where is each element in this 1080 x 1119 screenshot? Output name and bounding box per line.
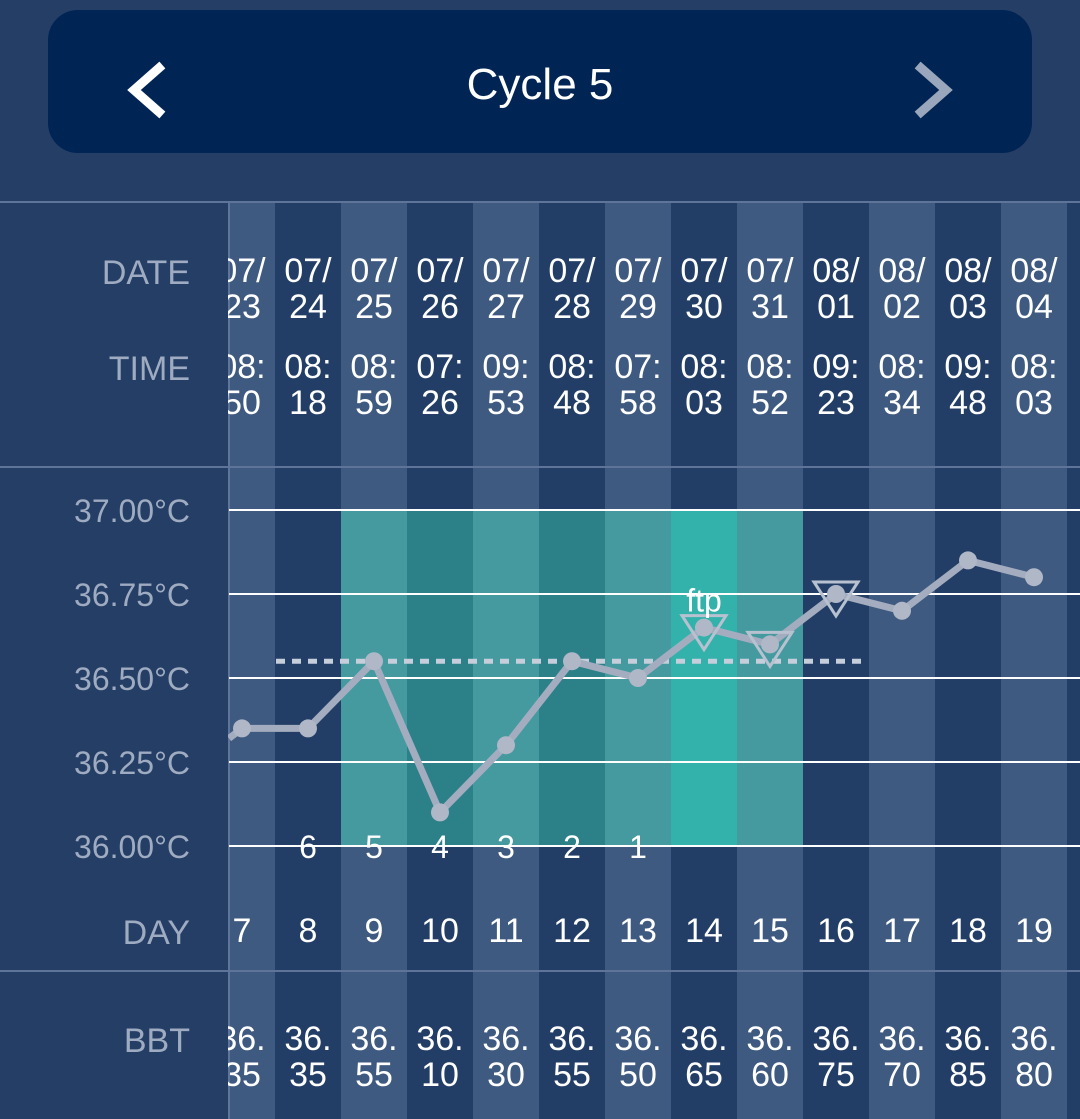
- data-point: [695, 618, 713, 637]
- marker-triangle: [679, 614, 729, 653]
- date-row-label: DATE: [101, 254, 190, 292]
- day-row-label: DAY: [122, 914, 190, 952]
- divider-top: [0, 201, 1080, 203]
- y-tick-label: 36.75°C: [74, 577, 190, 613]
- column-stripe: [1067, 203, 1080, 1119]
- countdown-label: 3: [497, 829, 515, 865]
- countdown-label: 6: [299, 829, 317, 865]
- data-point: [233, 719, 251, 738]
- chevron-right-icon: [914, 61, 953, 119]
- data-point: [959, 551, 977, 570]
- divider-middle: [0, 466, 1080, 468]
- divider-bottom: [0, 970, 1080, 972]
- countdown-label: 4: [431, 829, 449, 865]
- y-tick-label: 36.25°C: [74, 745, 190, 781]
- marker-triangle: [811, 580, 861, 619]
- column-stripe: [1001, 203, 1067, 1119]
- y-tick-label: 36.00°C: [74, 829, 190, 865]
- prev-cycle-button[interactable]: [114, 50, 184, 130]
- data-point: [431, 803, 449, 822]
- cycle-title: Cycle 5: [466, 60, 614, 109]
- data-point: [629, 669, 647, 687]
- column-stripe: [869, 203, 935, 1119]
- countdown-label: 5: [365, 829, 383, 865]
- ftp-annotation: ftp: [686, 583, 722, 619]
- time-row-label: TIME: [108, 350, 190, 388]
- data-point: [299, 719, 317, 738]
- countdown-label: 1: [629, 829, 647, 865]
- data-point: [365, 652, 383, 671]
- label-divider: [228, 203, 230, 1119]
- y-tick-label: 37.00°C: [74, 493, 190, 529]
- data-point: [827, 585, 845, 603]
- data-point: [1025, 568, 1043, 587]
- data-point: [761, 635, 779, 654]
- marker-triangle: [745, 630, 795, 670]
- column-stripe: [935, 203, 1001, 1119]
- countdown-label: 2: [563, 829, 581, 865]
- data-point: [497, 736, 515, 755]
- y-tick-label: 36.50°C: [74, 661, 190, 697]
- bbt-series-line: [226, 556, 1035, 816]
- data-point: [563, 652, 581, 671]
- bbt-row-label: BBT: [123, 1022, 190, 1060]
- data-point: [893, 601, 911, 620]
- cycle-header: Cycle 5: [48, 10, 1032, 153]
- chevron-left-icon: [127, 61, 166, 119]
- next-cycle-button[interactable]: [896, 50, 966, 130]
